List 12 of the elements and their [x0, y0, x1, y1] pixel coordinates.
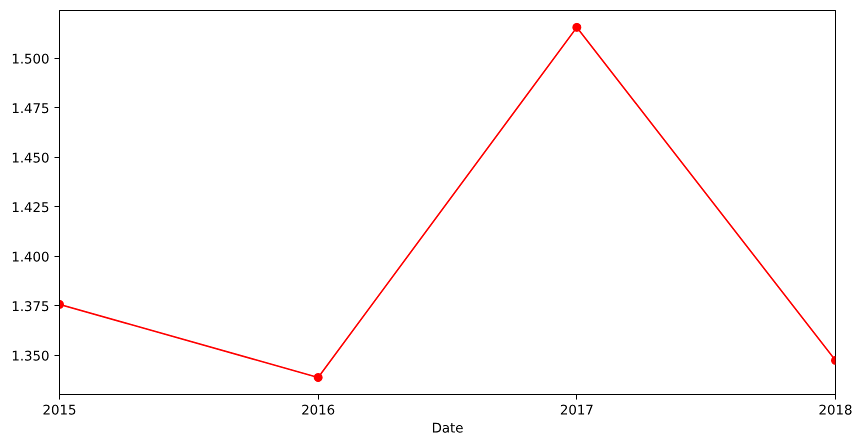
y-tick-label: 1.350	[11, 349, 50, 364]
x-tick-label: 2015	[42, 404, 76, 418]
x-tick-label: 2018	[818, 404, 852, 418]
y-tick-label: 1.375	[11, 300, 50, 315]
x-tick-label: 2016	[301, 404, 336, 418]
x-axis-title: Date	[432, 422, 464, 436]
y-tick-label: 1.450	[11, 151, 50, 166]
x-tick-label: 2017	[560, 404, 594, 418]
y-tick-label: 1.425	[11, 200, 50, 216]
y-tick-label: 1.475	[11, 102, 50, 117]
y-tick-label: 1.500	[11, 52, 50, 68]
y-tick-label: 1.400	[11, 250, 50, 266]
